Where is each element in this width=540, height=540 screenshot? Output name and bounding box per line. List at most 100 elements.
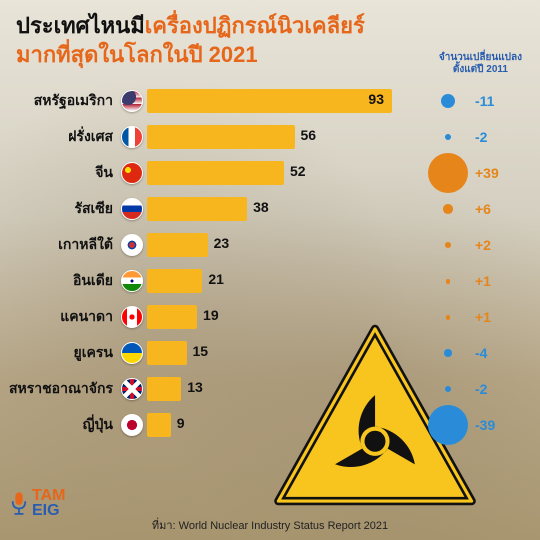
bubble-wrap	[425, 242, 471, 248]
country-label: จีน	[0, 162, 117, 184]
bar-value: 15	[187, 343, 209, 359]
bar-value: 13	[181, 379, 203, 395]
change-bubble	[444, 349, 452, 357]
flag-icon	[121, 90, 143, 112]
bar-value: 93	[368, 91, 384, 107]
change-value: -2	[471, 129, 519, 145]
change-value: +6	[471, 201, 519, 217]
bar-value: 56	[295, 127, 317, 143]
title-part2: เครื่องปฏิกรณ์นิวเคลียร์	[145, 13, 365, 38]
chart-row: ยูเครน 15 -4	[0, 337, 540, 369]
flag-icon	[121, 126, 143, 148]
bar-value: 21	[202, 271, 224, 287]
bar-container: 93	[147, 89, 407, 113]
change-bubble	[428, 405, 468, 445]
title-part1: ประเทศไหนมี	[16, 13, 145, 38]
flag-icon	[121, 234, 143, 256]
brand-logo: TAM EIG	[10, 489, 65, 518]
bar-container: 52	[147, 161, 407, 185]
change-header: จำนวนเปลี่ยนแปลง ตั้งแต่ปี 2011	[439, 52, 522, 76]
country-label: แคนาดา	[0, 306, 117, 328]
chart-area: จำนวนเปลี่ยนแปลง ตั้งแต่ปี 2011 สหรัฐอเม…	[0, 77, 540, 441]
bar	[147, 413, 171, 437]
change-column: -39	[425, 405, 520, 445]
change-value: +1	[471, 309, 519, 325]
change-bubble	[428, 153, 468, 193]
chart-row: แคนาดา 19 +1	[0, 301, 540, 333]
change-column: -11	[425, 93, 520, 109]
change-bubble	[445, 386, 451, 392]
change-bubble	[446, 315, 451, 320]
bar	[147, 305, 197, 329]
chart-row: สหรัฐอเมริกา 93 -11	[0, 85, 540, 117]
bubble-wrap	[425, 405, 471, 445]
change-value: +39	[471, 165, 519, 181]
change-column: -2	[425, 129, 520, 145]
change-value: -4	[471, 345, 519, 361]
bar-container: 13	[147, 377, 407, 401]
bar-value: 38	[247, 199, 269, 215]
country-label: รัสเซีย	[0, 198, 117, 220]
bubble-wrap	[425, 204, 471, 214]
change-column: -4	[425, 345, 520, 361]
country-label: ยูเครน	[0, 342, 117, 364]
change-bubble	[445, 134, 451, 140]
bar	[147, 161, 284, 185]
country-label: ญี่ปุ่น	[0, 414, 117, 436]
microphone-icon	[10, 490, 28, 518]
source-label: ที่มา:	[152, 520, 176, 532]
bar-container: 56	[147, 125, 407, 149]
country-label: ฝรั่งเศส	[0, 126, 117, 148]
bubble-wrap	[425, 153, 471, 193]
bar-container: 38	[147, 197, 407, 221]
change-bubble	[445, 242, 451, 248]
change-header-line2: ตั้งแต่ปี 2011	[439, 64, 522, 76]
change-column: +1	[425, 309, 520, 325]
bubble-wrap	[425, 134, 471, 140]
flag-icon	[121, 414, 143, 436]
bar-container: 21	[147, 269, 407, 293]
bar-value: 9	[171, 415, 185, 431]
change-bubble	[443, 204, 453, 214]
bubble-wrap	[425, 315, 471, 320]
change-bubble	[446, 279, 451, 284]
chart-row: รัสเซีย 38 +6	[0, 193, 540, 225]
bubble-wrap	[425, 94, 471, 108]
chart-row: ญี่ปุ่น 9 -39	[0, 409, 540, 441]
change-header-line1: จำนวนเปลี่ยนแปลง	[439, 52, 522, 64]
change-value: -11	[471, 93, 519, 109]
bar-container: 19	[147, 305, 407, 329]
bar-value: 19	[197, 307, 219, 323]
title-line-1: ประเทศไหนมีเครื่องปฏิกรณ์นิวเคลียร์	[16, 12, 524, 41]
source-value: World Nuclear Industry Status Report 202…	[179, 520, 389, 532]
change-value: +2	[471, 237, 519, 253]
change-value: -39	[471, 417, 519, 433]
bar-container: 23	[147, 233, 407, 257]
logo-text: TAM EIG	[32, 489, 65, 518]
bar	[147, 125, 295, 149]
bubble-wrap	[425, 349, 471, 357]
flag-icon	[121, 270, 143, 292]
bar	[147, 197, 247, 221]
country-label: สหราชอาณาจักร	[0, 378, 117, 400]
bar	[147, 341, 187, 365]
change-column: -2	[425, 381, 520, 397]
flag-icon	[121, 378, 143, 400]
flag-icon	[121, 342, 143, 364]
bar-value: 23	[208, 235, 230, 251]
chart-row: ฝรั่งเศส 56 -2	[0, 121, 540, 153]
country-label: สหรัฐอเมริกา	[0, 90, 117, 112]
chart-row: สหราชอาณาจักร 13 -2	[0, 373, 540, 405]
bar-value: 52	[284, 163, 306, 179]
bar	[147, 233, 208, 257]
change-column: +6	[425, 201, 520, 217]
flag-icon	[121, 306, 143, 328]
chart-row: อินเดีย21+1	[0, 265, 540, 297]
bubble-wrap	[425, 279, 471, 284]
bar: 93	[147, 89, 392, 113]
flag-icon	[121, 162, 143, 184]
source-text: ที่มา: World Nuclear Industry Status Rep…	[0, 516, 540, 534]
change-bubble	[441, 94, 455, 108]
bar	[147, 377, 181, 401]
country-label: อินเดีย	[0, 270, 117, 292]
